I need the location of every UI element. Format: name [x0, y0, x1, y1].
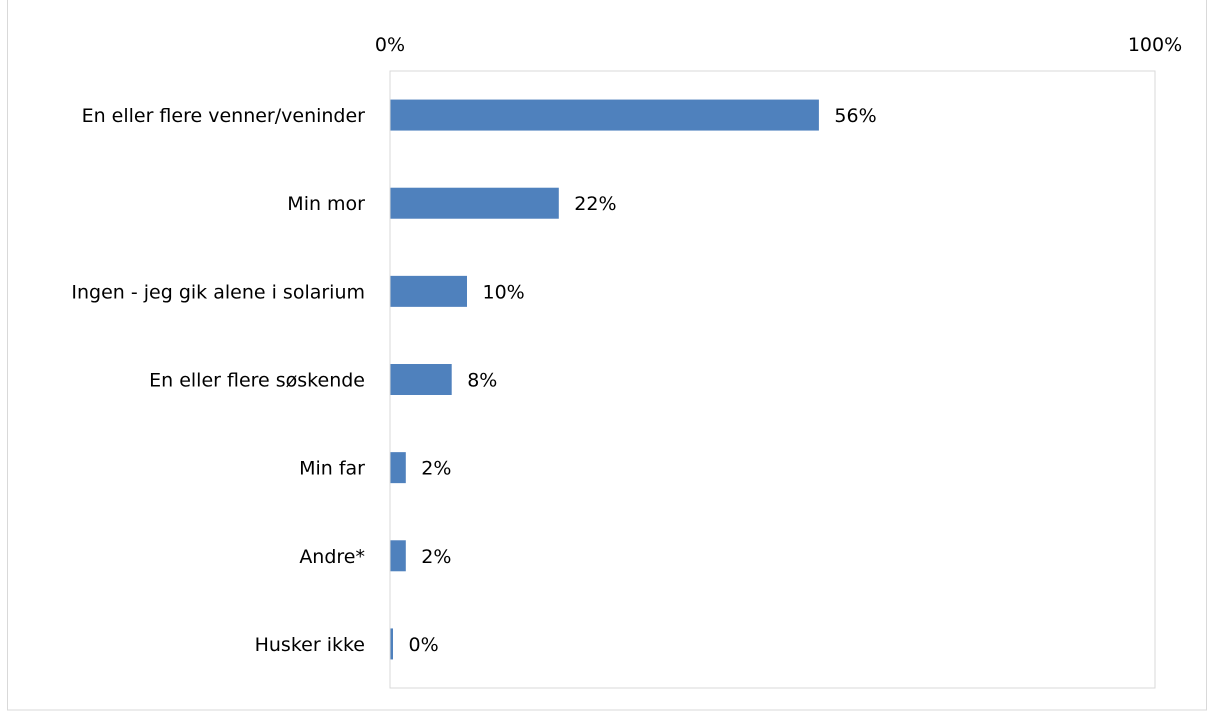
category-label: En eller flere søskende: [149, 370, 365, 392]
plot-area: [389, 70, 1156, 689]
data-label: 8%: [467, 370, 497, 392]
bar: [390, 364, 452, 395]
data-label: 2%: [421, 546, 451, 568]
bars: En eller flere venner/veninder 56% Min mor…: [71, 99, 877, 660]
bar: [390, 275, 467, 307]
data-label: 56%: [834, 105, 876, 127]
chart-frame: [7, 0, 1207, 711]
bar-row: Min far 2%: [299, 452, 451, 484]
bar-row: Andre* 2%: [299, 540, 451, 572]
category-label: Min mor: [287, 193, 365, 215]
bar: [390, 540, 406, 572]
bar-row: Min mor 22%: [287, 187, 617, 219]
bar: [390, 99, 819, 131]
bar-row: Husker ikke 0%: [255, 628, 439, 660]
bar: [390, 452, 406, 484]
data-label: 2%: [421, 458, 451, 480]
bar: [390, 628, 393, 660]
x-axis-ticks: 0% 100%: [375, 34, 1182, 56]
bar-row: En eller flere venner/veninder 56%: [82, 99, 877, 131]
data-label: 22%: [574, 193, 616, 215]
category-label: Ingen - jeg gik alene i solarium: [71, 281, 365, 303]
category-label: Min far: [299, 458, 365, 480]
x-tick-label: 0%: [375, 34, 405, 56]
category-label: En eller flere venner/veninder: [82, 105, 366, 127]
bar: [390, 187, 559, 219]
data-label: 10%: [483, 281, 525, 303]
data-label: 0%: [409, 634, 439, 656]
category-label: Andre*: [299, 546, 365, 568]
bar-row: Ingen - jeg gik alene i solarium 10%: [71, 275, 525, 307]
category-label: Husker ikke: [255, 634, 365, 656]
x-tick-label: 100%: [1128, 34, 1182, 56]
bar-row: En eller flere søskende 8%: [149, 364, 497, 395]
